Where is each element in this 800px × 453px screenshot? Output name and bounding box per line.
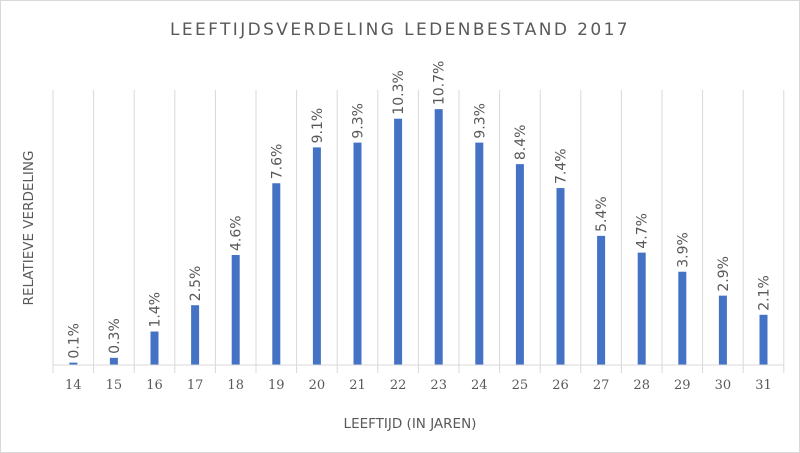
bar-25 (515, 164, 524, 365)
data-label: 9.3% (472, 103, 488, 139)
bar-20 (312, 147, 321, 365)
x-tick-label: 27 (593, 378, 610, 393)
bar-14 (69, 362, 78, 365)
bar-26 (556, 188, 565, 365)
chart-title: LEEFTIJDSVERDELING LEDENBESTAND 2017 (170, 20, 630, 40)
data-label: 7.6% (269, 144, 285, 180)
data-label: 2.5% (188, 266, 204, 302)
data-label: 4.6% (229, 215, 245, 251)
x-tick-label: 18 (227, 378, 244, 393)
x-tick-labels: 14 15 16 17 18 19 20 21 22 23 24 25 26 27 28 29 30 31 (65, 378, 772, 393)
bar-24 (475, 142, 484, 365)
x-tick-label: 21 (349, 378, 366, 393)
data-label: 1.4% (148, 292, 164, 328)
x-tick-label: 17 (187, 378, 204, 393)
data-label: 0.3% (107, 318, 123, 354)
y-axis-title: RELATIEVE VERDELING (21, 151, 37, 306)
x-tick-label: 25 (512, 378, 529, 393)
bar-17 (191, 305, 200, 365)
x-tick-label: 28 (633, 378, 650, 393)
x-tick-label: 15 (106, 378, 123, 393)
bars (69, 109, 768, 366)
bar-21 (353, 142, 362, 365)
data-label: 10.3% (391, 70, 407, 114)
gridlines (52, 90, 785, 373)
x-tick-label: 22 (390, 378, 407, 393)
x-tick-label: 23 (430, 378, 447, 393)
x-axis-title: LEEFTIJD (IN JAREN) (344, 416, 477, 432)
bar-23 (434, 109, 443, 365)
data-label: 9.1% (310, 108, 326, 144)
data-label: 2.9% (716, 256, 732, 292)
data-label: 5.4% (594, 196, 610, 232)
bar-22 (394, 118, 403, 366)
bar-31 (759, 314, 768, 365)
x-tick-label: 31 (755, 378, 772, 393)
x-tick-label: 16 (146, 378, 163, 393)
bar-16 (150, 331, 159, 365)
x-tick-label: 14 (65, 378, 82, 393)
bar-30 (718, 295, 727, 365)
data-labels: 0.1% 0.3% 1.4% 2.5% 4.6% 7.6% 9.1% 9.3% 10.3% 10.… (66, 61, 772, 359)
bar-19 (272, 183, 281, 365)
data-label: 7.4% (554, 148, 570, 184)
x-tick-label: 29 (674, 378, 691, 393)
x-tick-label: 30 (715, 378, 732, 393)
bar-28 (637, 252, 646, 365)
data-label: 10.7% (432, 61, 448, 105)
data-label: 4.7% (635, 213, 651, 249)
data-label: 0.1% (66, 323, 82, 359)
x-tick-label: 20 (309, 378, 326, 393)
data-label: 3.9% (675, 232, 691, 268)
x-tick-label: 19 (268, 378, 285, 393)
bar-29 (678, 271, 687, 365)
x-tick-label: 26 (552, 378, 569, 393)
data-label: 9.3% (351, 103, 367, 139)
bar-18 (231, 255, 240, 365)
data-label: 2.1% (757, 275, 773, 311)
bar-15 (109, 357, 118, 365)
bar-27 (597, 235, 606, 365)
data-label: 8.4% (513, 125, 529, 161)
x-tick-label: 24 (471, 378, 488, 393)
